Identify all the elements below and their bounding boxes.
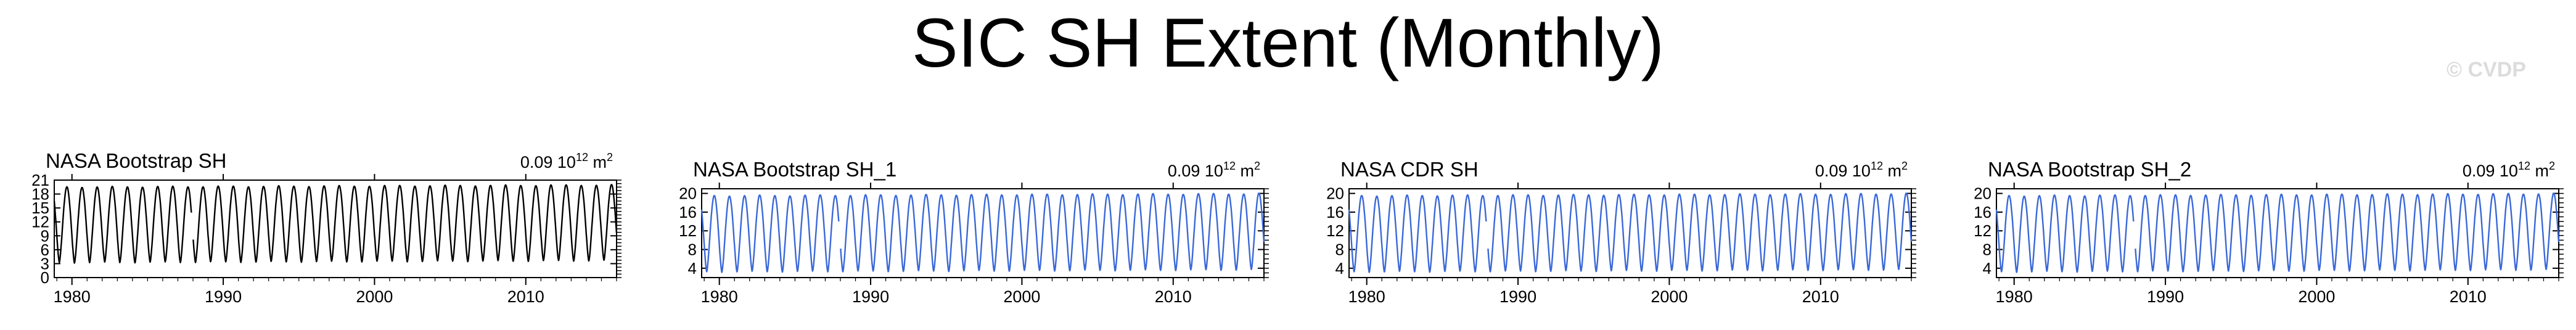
watermark: © CVDP	[2447, 58, 2526, 81]
x-tick-label: 1990	[2147, 287, 2184, 306]
y-tick-label: 4	[1335, 259, 1344, 278]
y-tick-label: 20	[679, 184, 697, 203]
x-tick-label: 2000	[1003, 287, 1040, 306]
panel-title: NASA CDR SH	[1340, 158, 1479, 181]
x-tick-label: 2010	[2450, 287, 2487, 306]
x-tick-label: 2010	[507, 287, 544, 306]
y-tick-label: 3	[41, 254, 49, 273]
y-tick-label: 12	[1326, 221, 1344, 240]
series-line	[53, 184, 618, 264]
x-tick-label: 1980	[1348, 287, 1385, 306]
x-tick-label: 2010	[1155, 287, 1192, 306]
y-tick-label: 12	[1974, 221, 1991, 240]
y-tick-label: 15	[31, 199, 49, 217]
y-tick-label: 0	[41, 268, 49, 287]
y-tick-label: 12	[679, 221, 697, 240]
panel-title: NASA Bootstrap SH	[46, 149, 226, 172]
page-title: SIC SH Extent (Monthly)	[912, 4, 1664, 81]
y-tick-label: 16	[1326, 203, 1344, 221]
chart-panel-1: NASA Bootstrap SH 0.09 1012 m203691215182…	[31, 149, 621, 306]
x-tick-label: 2000	[1651, 287, 1688, 306]
chart-panel-4: NASA Bootstrap SH_2 0.09 1012 m2481216201…	[1974, 158, 2564, 306]
y-tick-label: 6	[41, 241, 49, 259]
y-tick-label: 8	[688, 241, 697, 259]
panel-annotation: 0.09 1012 m2	[2463, 160, 2555, 180]
series-line	[700, 192, 1265, 273]
y-tick-label: 20	[1326, 184, 1344, 203]
x-tick-label: 1980	[701, 287, 738, 306]
y-tick-label: 18	[31, 185, 49, 204]
y-tick-label: 4	[688, 259, 697, 278]
x-tick-label: 2000	[356, 287, 393, 306]
panel-annotation: 0.09 1012 m2	[1168, 160, 1260, 180]
x-tick-label: 1990	[1499, 287, 1536, 306]
x-tick-label: 1990	[852, 287, 889, 306]
panel-title: NASA Bootstrap SH_2	[1988, 158, 2191, 181]
series-line	[1348, 192, 1913, 273]
chart-panel-2: NASA Bootstrap SH_1 0.09 1012 m2481216201…	[679, 158, 1269, 306]
x-tick-label: 2000	[2298, 287, 2335, 306]
y-tick-label: 20	[1974, 184, 1991, 203]
x-tick-label: 1990	[205, 287, 242, 306]
y-tick-label: 8	[1983, 241, 1991, 259]
series-line	[1995, 192, 2560, 273]
y-tick-label: 21	[31, 171, 49, 189]
y-tick-label: 16	[1974, 203, 1991, 221]
panel-annotation: 0.09 1012 m2	[1815, 160, 1908, 180]
y-tick-label: 12	[31, 213, 49, 231]
panel-annotation: 0.09 1012 m2	[520, 151, 613, 171]
y-tick-label: 8	[1335, 241, 1344, 259]
x-tick-label: 1980	[1996, 287, 2033, 306]
y-tick-label: 9	[41, 226, 49, 245]
x-tick-label: 1980	[54, 287, 91, 306]
x-tick-label: 2010	[1802, 287, 1839, 306]
y-tick-label: 16	[679, 203, 697, 221]
panel-title: NASA Bootstrap SH_1	[693, 158, 896, 181]
y-tick-label: 4	[1983, 259, 1991, 278]
